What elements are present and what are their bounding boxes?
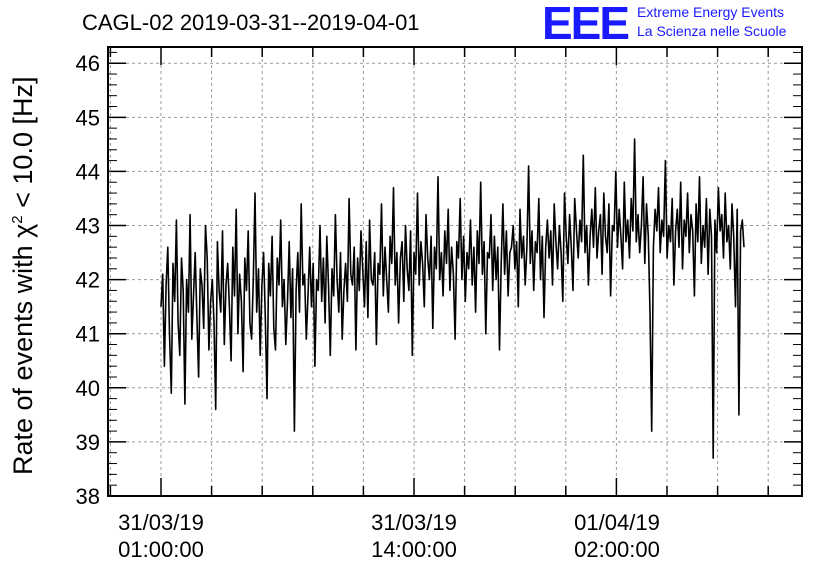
x-tick-label-date: 31/03/19: [371, 510, 457, 535]
y-axis: 38 39 40 41 42 43 44 45 46: [76, 51, 802, 509]
y-tick-label: 46: [76, 51, 100, 76]
logo-caption: Extreme Energy Events La Scienza nelle S…: [637, 3, 786, 41]
y-tick-label: 41: [76, 322, 100, 347]
logo-line-1: Extreme Energy Events: [637, 4, 785, 20]
series-line: [160, 138, 745, 459]
x-tick-label-time: 02:00:00: [574, 537, 660, 562]
plot-frame: [107, 46, 803, 497]
x-tick-label-date: 31/03/19: [118, 510, 204, 535]
y-tick-label: 39: [76, 430, 100, 455]
y-tick-label: 38: [76, 484, 100, 509]
y-tick-label: 45: [76, 105, 100, 130]
x-tick-label-time: 14:00:00: [371, 537, 457, 562]
x-tick-label-date: 01/04/19: [574, 510, 660, 535]
y-tick-label: 42: [76, 268, 100, 293]
y-axis-label-prefix: Rate of events with χ: [8, 223, 38, 475]
y-axis-label: Rate of events with χ2 < 10.0 [Hz]: [8, 76, 39, 474]
y-tick-label: 40: [76, 376, 100, 401]
x-tick-label-time: 01:00:00: [118, 537, 204, 562]
y-tick-label: 43: [76, 214, 100, 239]
y-tick-label: 44: [76, 159, 100, 184]
grid-lines: [108, 47, 802, 496]
logo-line-2: La Scienza nelle Scuole: [637, 23, 787, 39]
x-axis: 31/03/1901:00:0031/03/1914:00:0001/04/19…: [109, 47, 769, 562]
chart-title: CAGL-02 2019-03-31--2019-04-01: [82, 10, 420, 35]
y-axis-label-suffix: < 10.0 [Hz]: [8, 76, 38, 215]
y-axis-label-sup: 2: [9, 214, 26, 224]
eee-logo: EEE: [542, 0, 630, 49]
